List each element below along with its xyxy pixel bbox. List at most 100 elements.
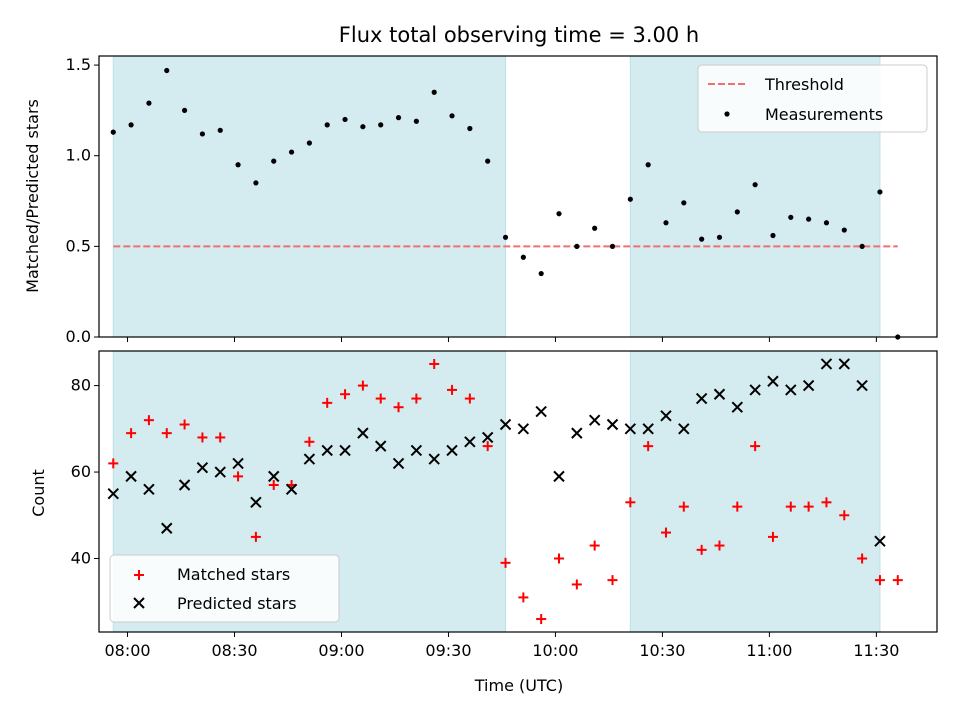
measurement-point xyxy=(734,209,740,215)
predicted-stars-point xyxy=(321,444,333,457)
y-tick-label: 1.5 xyxy=(66,55,91,74)
matched-stars-point xyxy=(429,358,440,369)
axes-frame xyxy=(98,55,938,338)
measurement-point xyxy=(681,200,687,206)
predicted-stars-point xyxy=(125,470,137,483)
x-tick-label: 10:00 xyxy=(532,641,578,660)
measurement-point xyxy=(556,211,562,217)
measurement-point xyxy=(609,243,616,249)
predicted-stars-point xyxy=(178,479,191,491)
matched-stars-point xyxy=(482,441,493,452)
measurement-point xyxy=(592,225,598,231)
measurement-point xyxy=(431,89,437,95)
measurement-point xyxy=(253,180,259,186)
measurement-point xyxy=(288,149,295,155)
matched-stars-point xyxy=(536,614,547,625)
observing-window-band xyxy=(113,56,506,337)
predicted-stars-point xyxy=(856,379,868,392)
measurement-point xyxy=(306,140,312,146)
matched-stars-point xyxy=(411,393,422,404)
matched-stars-point xyxy=(357,380,368,391)
predicted-stars-point-b xyxy=(802,379,815,392)
predicted-stars-point-b xyxy=(499,418,512,431)
predicted-stars-point-b xyxy=(321,444,333,457)
predicted-stars-point xyxy=(214,466,226,478)
measurements-legend-label: Measurements xyxy=(765,105,883,124)
predicted-stars-point xyxy=(820,358,833,370)
count-panel: 40 60 80 08:00 08:30 09:00 09:30 10:00 10:30 11:0… xyxy=(71,350,938,660)
predicted-stars-point-b xyxy=(196,462,209,474)
count-legend: Matched stars Predicted stars xyxy=(109,554,340,623)
matched-stars-point xyxy=(393,402,404,413)
predicted-stars-point xyxy=(375,440,387,452)
x-tick-label: 09:30 xyxy=(425,641,471,660)
predicted-stars-point xyxy=(446,444,458,457)
x-axis-label: Time (UTC) xyxy=(474,676,563,695)
matched-stars-point xyxy=(340,389,351,400)
predicted-stars-point-b xyxy=(446,444,458,457)
predicted-stars-point xyxy=(339,444,351,457)
matched-stars-point xyxy=(322,397,333,408)
ratio-legend: Threshold Measurements xyxy=(697,64,928,133)
x-tick-label: 11:00 xyxy=(746,641,792,660)
measurement-point xyxy=(146,100,152,106)
matched-stars-point xyxy=(108,458,119,469)
predicted-stars-point xyxy=(678,423,690,435)
x-tick-label: 11:30 xyxy=(853,641,899,660)
matched-stars-point xyxy=(161,428,172,439)
predicted-stars-point xyxy=(535,405,547,418)
y-tick-label: 0.0 xyxy=(66,327,91,346)
y-tick-label: 60 xyxy=(71,462,91,481)
measurement-point xyxy=(235,162,241,168)
predicted-stars-point-b xyxy=(178,479,191,491)
predicted-stars-point xyxy=(196,462,209,474)
matched-stars-point xyxy=(197,432,208,443)
threshold-legend-label: Threshold xyxy=(764,75,844,94)
predicted-stars-point xyxy=(785,384,797,396)
matched-stars-point xyxy=(233,471,244,482)
measurement-point xyxy=(716,234,723,240)
axes-frame xyxy=(98,350,938,633)
predicted-stars-point-b xyxy=(214,466,226,478)
predicted-stars-point-b xyxy=(624,423,637,435)
measurement-point xyxy=(663,220,669,226)
predicted-stars-point-b xyxy=(375,440,387,452)
measurement-point xyxy=(164,67,170,74)
predicted-stars-point-b xyxy=(838,358,850,370)
measurement-point xyxy=(877,189,883,195)
predicted-stars-point xyxy=(606,418,619,431)
predicted-stars-point-b xyxy=(232,457,244,470)
measurement-point xyxy=(645,162,651,168)
predicted-stars-legend-label: Predicted stars xyxy=(177,594,297,613)
predicted-stars-point xyxy=(767,375,779,387)
measurement-point xyxy=(342,116,348,123)
matched-stars-point xyxy=(518,592,529,603)
matched-stars-point xyxy=(821,497,832,508)
measurement-point xyxy=(467,125,473,132)
predicted-stars-point-b xyxy=(107,487,119,500)
predicted-stars-point-b xyxy=(535,405,547,418)
predicted-stars-point-b xyxy=(553,470,565,483)
predicted-stars-point xyxy=(838,358,850,370)
chart-title: Flux total observing time = 3.00 h xyxy=(339,23,699,47)
predicted-stars-legend-swatch xyxy=(133,597,145,609)
predicted-stars-point-b xyxy=(481,431,494,444)
predicted-stars-point xyxy=(232,457,244,470)
predicted-stars-point xyxy=(874,535,886,547)
predicted-stars-point-b xyxy=(161,522,173,534)
predicted-stars-point-b xyxy=(767,375,779,387)
predicted-stars-point xyxy=(357,427,369,439)
predicted-stars-point xyxy=(802,379,815,392)
predicted-stars-point-b xyxy=(731,401,744,413)
matched-stars-point xyxy=(732,501,743,512)
predicted-stars-point-b xyxy=(874,535,886,547)
predicted-stars-point-b xyxy=(571,427,583,439)
measurement-point xyxy=(752,182,758,188)
y-tick-label: 0.5 xyxy=(66,236,91,255)
matched-stars-point xyxy=(874,575,885,586)
predicted-stars-point-b xyxy=(250,496,262,509)
predicted-stars-point-b xyxy=(856,379,868,392)
measurement-point xyxy=(699,236,705,242)
measurement-point xyxy=(788,214,794,220)
